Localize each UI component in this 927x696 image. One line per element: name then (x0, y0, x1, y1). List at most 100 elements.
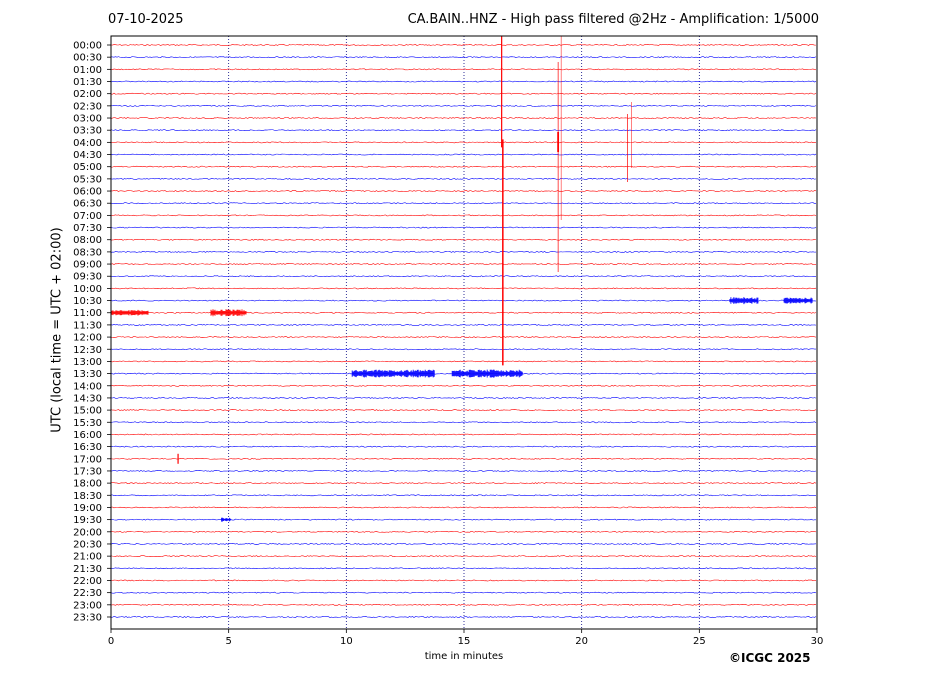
row-tick-label: 14:30 (73, 393, 102, 404)
row-tick-label: 13:30 (73, 369, 102, 380)
trace-line (110, 190, 817, 192)
row-tick-label: 15:00 (73, 406, 102, 417)
trace-line (110, 214, 817, 217)
row-tick-label: 20:30 (73, 539, 102, 550)
row-tick-label: 07:00 (73, 211, 102, 222)
trace-line (110, 457, 817, 460)
trace-line (110, 530, 817, 533)
x-tick-label: 10 (340, 636, 353, 647)
trace-line (110, 92, 817, 95)
row-tick-label: 15:30 (73, 418, 102, 429)
row-tick-label: 12:30 (73, 345, 102, 356)
row-tick-label: 07:30 (73, 223, 102, 234)
event-mark (210, 309, 247, 317)
row-tick-label: 12:00 (73, 333, 102, 344)
trace-line (110, 104, 817, 107)
row-tick-label: 11:00 (73, 308, 102, 319)
trace-line (110, 263, 817, 265)
trace-line (110, 360, 817, 363)
trace-line (110, 384, 817, 387)
row-tick-label: 19:30 (73, 515, 102, 526)
row-tick-label: 08:30 (73, 247, 102, 258)
trace-line (110, 44, 817, 46)
row-tick-label: 05:30 (73, 174, 102, 185)
trace-line (110, 153, 817, 156)
row-tick-label: 01:00 (73, 65, 102, 76)
row-tick-label: 16:30 (73, 442, 102, 453)
trace-line (110, 518, 817, 521)
chart-title: CA.BAIN..HNZ - High pass filtered @2Hz -… (407, 12, 819, 27)
x-tick-label: 15 (458, 636, 471, 647)
x-tick-label: 30 (811, 636, 824, 647)
row-tick-label: 20:00 (73, 527, 102, 538)
trace-line (110, 117, 817, 119)
trace-line (110, 591, 817, 594)
row-tick-label: 21:30 (73, 564, 102, 575)
row-tick-label: 21:00 (73, 552, 102, 563)
x-axis-label: time in minutes (424, 651, 504, 662)
trace-line (110, 165, 817, 168)
trace-line (110, 567, 817, 570)
row-tick-label: 08:00 (73, 235, 102, 246)
row-tick-label: 16:00 (73, 430, 102, 441)
row-tick-label: 00:00 (73, 41, 102, 52)
trace-line (110, 348, 817, 351)
trace-line (110, 579, 817, 582)
row-tick-label: 10:00 (73, 284, 102, 295)
row-tick-label: 17:00 (73, 454, 102, 465)
trace-line (110, 324, 817, 326)
x-tick-label: 25 (693, 636, 706, 647)
row-tick-label: 00:30 (73, 53, 102, 64)
row-tick-label: 09:30 (73, 272, 102, 283)
trace-line (110, 141, 817, 144)
row-tick-label: 14:00 (73, 381, 102, 392)
trace-line (110, 470, 817, 472)
row-tick-label: 18:00 (73, 479, 102, 490)
trace-line (110, 506, 817, 509)
trace-line (110, 311, 817, 314)
date-label: 07-10-2025 (108, 12, 184, 27)
trace-line (110, 287, 817, 290)
trace-line (110, 616, 817, 618)
trace-line (110, 543, 817, 545)
x-tick-label: 20 (575, 636, 588, 647)
row-tick-label: 11:30 (73, 320, 102, 331)
trace-line (110, 299, 817, 302)
event-mark (221, 517, 232, 522)
event-mark (351, 369, 435, 378)
trace-line (110, 250, 817, 253)
x-tick-label: 0 (108, 636, 114, 647)
trace-line (110, 177, 817, 180)
row-tick-label: 03:00 (73, 114, 102, 125)
row-tick-label: 04:30 (73, 150, 102, 161)
row-tick-label: 19:00 (73, 503, 102, 514)
row-tick-label: 03:30 (73, 126, 102, 137)
row-tick-label: 01:30 (73, 77, 102, 88)
row-tick-label: 02:00 (73, 89, 102, 100)
trace-line (110, 433, 817, 436)
x-tick-label: 5 (225, 636, 231, 647)
copyright-label: ©ICGC 2025 (729, 651, 811, 665)
row-tick-label: 06:30 (73, 199, 102, 210)
row-tick-label: 06:00 (73, 187, 102, 198)
trace-line (110, 68, 817, 71)
row-tick-label: 10:30 (73, 296, 102, 307)
trace-line (110, 202, 817, 205)
trace-line (110, 80, 817, 83)
row-tick-label: 09:00 (73, 260, 102, 271)
trace-line (110, 445, 817, 448)
row-tick-label: 17:30 (73, 466, 102, 477)
row-tick-label: 02:30 (73, 101, 102, 112)
row-tick-label: 23:00 (73, 600, 102, 611)
event-mark (729, 297, 759, 305)
trace-line (110, 56, 817, 59)
row-tick-label: 13:00 (73, 357, 102, 368)
event-mark (783, 297, 813, 304)
trace-line (110, 226, 817, 229)
row-tick-label: 23:30 (73, 612, 102, 623)
trace-line (110, 129, 817, 132)
trace-line (110, 275, 817, 278)
trace-line (110, 555, 817, 558)
